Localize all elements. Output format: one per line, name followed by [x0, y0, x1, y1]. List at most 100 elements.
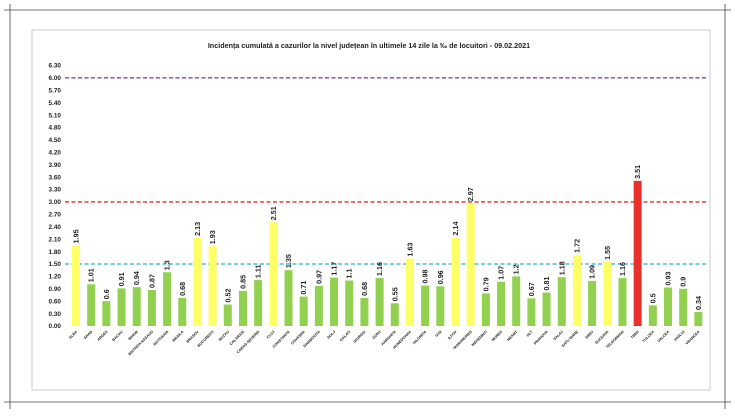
- bar-suceava: [603, 261, 612, 326]
- bar-value-label: 1.16: [375, 262, 384, 276]
- x-category-label: NEAMT: [506, 329, 519, 342]
- bar-arad: [87, 284, 96, 326]
- bar-prahova: [542, 292, 551, 326]
- bar-ilfov: [451, 237, 460, 326]
- bar-value-label: 0.98: [421, 269, 430, 283]
- bar-cluj: [269, 222, 278, 326]
- x-category-label: VRANCEA: [685, 330, 701, 346]
- x-category-label: ALBA: [68, 330, 78, 340]
- bar-value-label: 1.2: [512, 264, 521, 274]
- bar-hunedoara: [405, 258, 414, 326]
- bar-value-label: 0.55: [390, 287, 399, 301]
- bar-value-label: 1.1: [345, 269, 354, 279]
- y-tick-label: 0.60: [49, 298, 62, 305]
- x-category-label: GIURGIU: [353, 330, 367, 344]
- bar-dambovita: [314, 285, 323, 326]
- bar-valcea: [664, 287, 673, 326]
- x-category-label: OLT: [526, 329, 534, 337]
- bar-vaslui: [679, 288, 688, 326]
- x-category-label: DOLJ: [326, 330, 336, 340]
- y-tick-label: 3.00: [49, 199, 62, 206]
- y-tick-label: 1.20: [49, 274, 62, 281]
- y-tick-label: 1.80: [49, 249, 62, 256]
- bar-bihor: [132, 287, 141, 326]
- bar-bacau: [117, 288, 126, 326]
- bar-mehedinti: [481, 293, 490, 326]
- bar-olt: [527, 298, 536, 326]
- bar-calarasi: [238, 290, 247, 326]
- bar-value-label: 0.5: [648, 293, 657, 303]
- x-category-label: VASLUI: [673, 330, 685, 342]
- x-category-label: BUZAU: [218, 330, 230, 342]
- y-tick-label: 5.10: [49, 112, 62, 119]
- plot-border: [31, 29, 711, 391]
- bar-alba: [72, 245, 80, 326]
- y-tick-label: 2.10: [49, 236, 62, 243]
- bar-botosani: [163, 272, 172, 326]
- x-category-label: BACAU: [111, 330, 123, 342]
- bar-value-label: 0.94: [132, 271, 141, 285]
- x-category-label: TIMIS: [630, 330, 640, 340]
- bar-value-label: 0.91: [117, 272, 126, 286]
- bar-value-label: 0.79: [481, 277, 490, 291]
- bar-timis: [633, 180, 642, 326]
- bar-arges: [102, 301, 111, 326]
- bar-value-label: 1.3: [163, 260, 172, 270]
- bar-constanta: [284, 270, 293, 326]
- bar-value-label: 0.93: [664, 272, 673, 286]
- y-tick-label: 6.00: [49, 75, 62, 82]
- x-category-label: ILFOV: [447, 329, 458, 340]
- x-category-label: GALATI: [339, 330, 351, 342]
- bar-neamt: [512, 276, 521, 326]
- x-category-label: BRASOV: [186, 330, 200, 344]
- x-category-label: CLUJ: [266, 330, 276, 340]
- bar-value-label: 0.97: [314, 270, 323, 284]
- bar-value-label: 1.72: [572, 239, 581, 253]
- bar-braila: [178, 297, 187, 326]
- y-tick-label: 3.60: [49, 174, 62, 181]
- y-tick-label: 5.40: [49, 100, 62, 107]
- y-tick-label: 5.70: [49, 88, 62, 95]
- y-tick-label: 0.30: [49, 311, 62, 318]
- bar-vrancea: [694, 311, 703, 326]
- y-tick-label: 2.40: [49, 224, 62, 231]
- bar-harghita: [390, 303, 399, 326]
- bar-value-label: 0.68: [360, 282, 369, 296]
- bar-value-label: 1.55: [603, 246, 612, 260]
- x-category-label: SALAJ: [553, 330, 564, 341]
- x-category-label: MEHEDINTI: [471, 330, 488, 347]
- bar-value-label: 0.6: [102, 289, 111, 299]
- bar-covasna: [299, 296, 308, 326]
- x-category-label: GORJ: [372, 330, 382, 340]
- y-axis: 0.00 0.30 0.60 0.90 1.20 1.50 1.80 2.10 2.40 2.70…: [49, 63, 62, 331]
- y-tick-label: 3.90: [49, 162, 62, 169]
- y-tick-label: 6.30: [49, 63, 62, 70]
- bar-value-label: 1.01: [87, 268, 96, 282]
- reference-lines: [65, 77, 708, 265]
- bar-mures: [497, 281, 506, 326]
- bar-value-label: 0.34: [694, 296, 703, 310]
- bar-iasi: [436, 286, 445, 326]
- bar-value-label: 1.95: [72, 229, 81, 243]
- bar-gorj: [375, 278, 384, 326]
- bar-value-label: 2.97: [466, 187, 475, 201]
- x-category-label: MURES: [491, 330, 504, 343]
- bar-value-label: 0.68: [178, 282, 187, 296]
- bar-value-label: 0.81: [542, 277, 551, 291]
- y-tick-label: 3.30: [49, 187, 62, 194]
- bar-galati: [345, 280, 354, 326]
- bar-maramures: [466, 203, 475, 326]
- y-tick-label: 4.20: [49, 150, 62, 157]
- bar-value-label: 1.16: [618, 262, 627, 276]
- bar-giurgiu: [360, 297, 369, 326]
- x-category-label: PRAHOVA: [533, 330, 549, 346]
- bar-ialomita: [421, 285, 430, 326]
- bar-salaj: [557, 277, 566, 326]
- x-category-label: VALCEA: [657, 330, 671, 344]
- x-category-label: SIBIU: [585, 330, 595, 340]
- bar-caras-severin: [254, 280, 263, 326]
- x-category-label: SUCEAVA: [594, 330, 609, 345]
- bar-dolj: [330, 277, 339, 326]
